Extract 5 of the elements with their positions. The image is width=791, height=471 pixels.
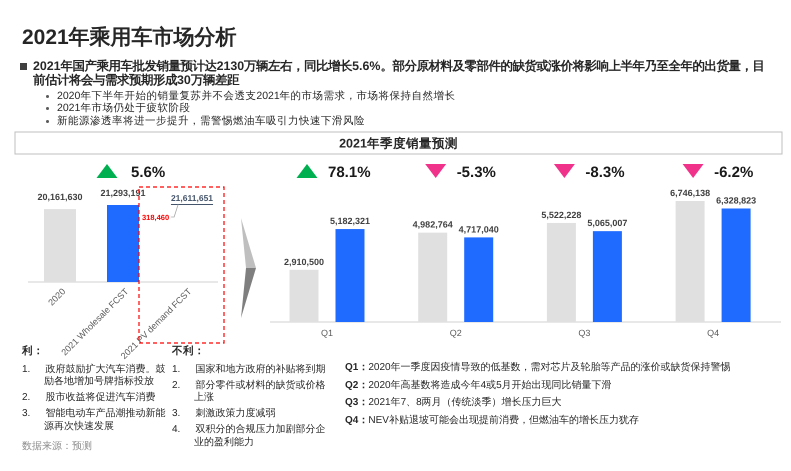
note: Q1：2020年一季度因疫情导致的低基数，需对芯片及轮胎等产品的涨价或缺货保持警惕: [345, 362, 731, 374]
note: Q4：NEV补贴退坡可能会出现提前消费，但燃油车的增长压力犹存: [345, 414, 639, 427]
note: Q3：2021年7、8两月（传统淡季）增长压力巨大: [345, 397, 562, 410]
note: Q2：2020年高基数将造成今年4或5月开始出现同比销量下滑: [345, 380, 612, 392]
note: 数据来源：预测: [22, 441, 92, 454]
